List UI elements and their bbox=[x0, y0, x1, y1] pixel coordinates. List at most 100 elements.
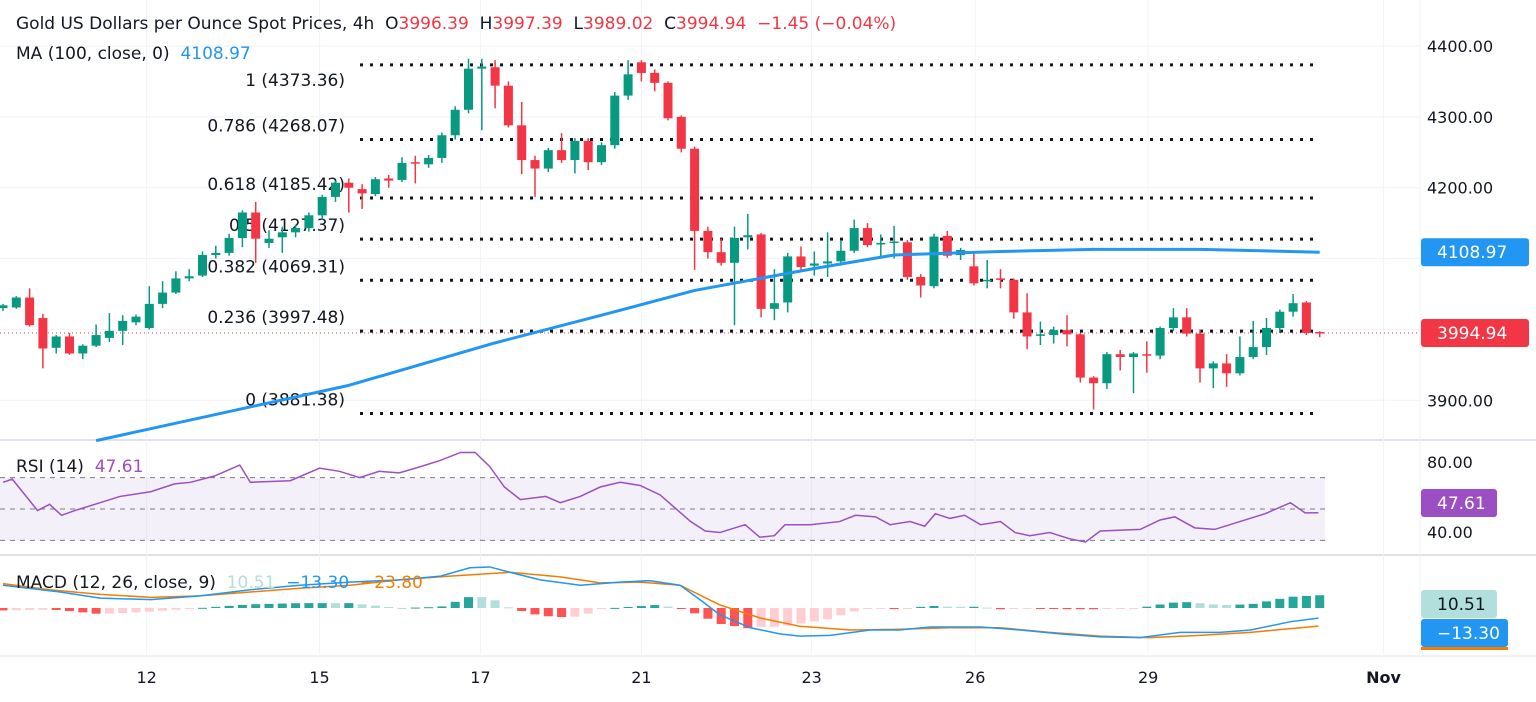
macd-histogram-bar bbox=[450, 601, 460, 608]
rsi-value-tag: 47.61 bbox=[1437, 494, 1486, 514]
candle-body bbox=[78, 345, 88, 354]
macd-histogram-bar bbox=[410, 607, 420, 609]
candle-body bbox=[91, 335, 101, 346]
macd-histogram-bar bbox=[104, 608, 114, 614]
macd-histogram-bar bbox=[663, 606, 673, 608]
macd-histogram-bar bbox=[1235, 604, 1245, 608]
candle-body bbox=[211, 252, 221, 256]
candle-body bbox=[769, 303, 779, 309]
candle-body bbox=[583, 140, 593, 163]
candle-body bbox=[1089, 377, 1099, 384]
macd-histogram-bar bbox=[1089, 608, 1099, 610]
candle-body bbox=[118, 320, 128, 331]
candle-body bbox=[929, 236, 939, 287]
candle-body bbox=[1301, 302, 1311, 333]
candle-body bbox=[756, 234, 766, 309]
macd-histogram-bar bbox=[1142, 606, 1152, 608]
macd-histogram-bar bbox=[557, 608, 567, 618]
candle-body bbox=[530, 160, 540, 169]
macd-histogram-bar bbox=[304, 603, 314, 608]
time-axis-label: 15 bbox=[309, 668, 329, 687]
candle-body bbox=[663, 82, 673, 119]
candle-body bbox=[1035, 334, 1045, 336]
rsi-legend-value: 47.61 bbox=[94, 457, 144, 477]
candle-body bbox=[1168, 317, 1178, 328]
candle-body bbox=[1142, 354, 1152, 356]
candle-body bbox=[344, 182, 354, 188]
ma-legend[interactable]: MA (100, close, 0) 4108.97 bbox=[16, 44, 251, 64]
macd-histogram-bar bbox=[131, 608, 141, 613]
candle-body bbox=[104, 330, 114, 338]
macd-histogram-bar bbox=[38, 608, 48, 610]
candle-body bbox=[716, 252, 726, 263]
macd-histogram-bar bbox=[1275, 598, 1285, 608]
macd-histogram-bar bbox=[1301, 595, 1311, 608]
fib-level-label: 0 (3881.38) bbox=[245, 390, 345, 410]
candle-body bbox=[25, 297, 35, 326]
macd-histogram-bar bbox=[969, 606, 979, 608]
macd-histogram-bar bbox=[51, 608, 61, 610]
macd-histogram-bar bbox=[331, 603, 340, 608]
price-axis-label: 4200.00 bbox=[1427, 179, 1493, 198]
candle-body bbox=[889, 241, 899, 244]
fibonacci-retracement[interactable]: 1 (4373.36) 0.786 (4268.07) 0.618 (4185.42… bbox=[0, 63, 1420, 415]
candle-body bbox=[902, 242, 912, 277]
macd-histogram-bar bbox=[676, 608, 686, 609]
candle-body bbox=[570, 140, 580, 161]
time-axis-label: 12 bbox=[136, 668, 156, 687]
macd-histogram-bar bbox=[583, 608, 593, 614]
macd-legend-label: MACD (12, 26, close, 9) bbox=[16, 573, 216, 593]
high-label: H bbox=[479, 14, 493, 34]
candle-body bbox=[1222, 363, 1232, 374]
candle-body bbox=[1315, 331, 1325, 334]
rsi-legend[interactable]: RSI (14) 47.61 bbox=[16, 457, 143, 477]
macd-histogram-bar bbox=[464, 597, 473, 608]
candle-body bbox=[743, 235, 753, 238]
candle-body bbox=[397, 162, 407, 180]
macd-histogram-bar bbox=[636, 606, 646, 608]
axes: 4400.00 4300.00 4200.00 3900.00 80.00 40.00 12… bbox=[136, 37, 1493, 687]
candle-body bbox=[1208, 363, 1218, 369]
close-label: C bbox=[664, 14, 677, 34]
macd-histogram-bar bbox=[118, 608, 128, 613]
macd-legend[interactable]: MACD (12, 26, close, 9) 10.51 −13.30 −23… bbox=[16, 573, 423, 593]
candle-body bbox=[184, 276, 194, 279]
macd-histogram-bar bbox=[1315, 595, 1325, 608]
macd-histogram-bar bbox=[370, 605, 380, 608]
time-axis-label: Nov bbox=[1366, 668, 1401, 687]
fib-level-label: 0.236 (3997.48) bbox=[207, 308, 345, 328]
candle-body bbox=[410, 162, 420, 164]
macd-hist-tag-bg bbox=[1421, 590, 1497, 618]
macd-histogram-bar bbox=[184, 608, 194, 609]
macd-histogram-bar bbox=[769, 608, 779, 627]
macd-histogram-bar bbox=[357, 604, 367, 608]
candle-body bbox=[1155, 327, 1165, 356]
macd-histogram-bar bbox=[1262, 601, 1271, 608]
candle-body bbox=[317, 196, 327, 216]
macd-histogram-bar bbox=[876, 608, 886, 609]
candle-body bbox=[38, 318, 48, 349]
rsi-axis-label: 40.00 bbox=[1427, 523, 1473, 542]
macd-histogram-bar bbox=[171, 608, 181, 610]
symbol-legend: Gold US Dollars per Ounce Spot Prices, 4… bbox=[16, 14, 896, 34]
candle-body bbox=[450, 109, 460, 136]
macd-histogram-bar bbox=[1182, 602, 1192, 608]
candle-body bbox=[65, 336, 74, 354]
candle-body bbox=[996, 278, 1005, 280]
macd-histogram-bar bbox=[477, 597, 487, 608]
candle-body bbox=[1182, 317, 1192, 334]
candle-body bbox=[969, 266, 979, 284]
macd-histogram-bar bbox=[836, 608, 846, 616]
macd-histogram-bar bbox=[490, 600, 500, 608]
macd-histogram-bar bbox=[0, 608, 8, 611]
macd-histogram-bar bbox=[863, 608, 872, 609]
price-axis-label: 4300.00 bbox=[1427, 108, 1493, 127]
candle-body bbox=[304, 215, 314, 229]
macd-histogram-bar bbox=[264, 603, 274, 608]
open-label: O bbox=[385, 14, 399, 34]
macd-histogram-bar bbox=[437, 606, 447, 608]
candle-body bbox=[224, 238, 234, 253]
candle-body bbox=[676, 116, 686, 149]
symbol-title: Gold US Dollars per Ounce Spot Prices, 4… bbox=[16, 14, 375, 34]
